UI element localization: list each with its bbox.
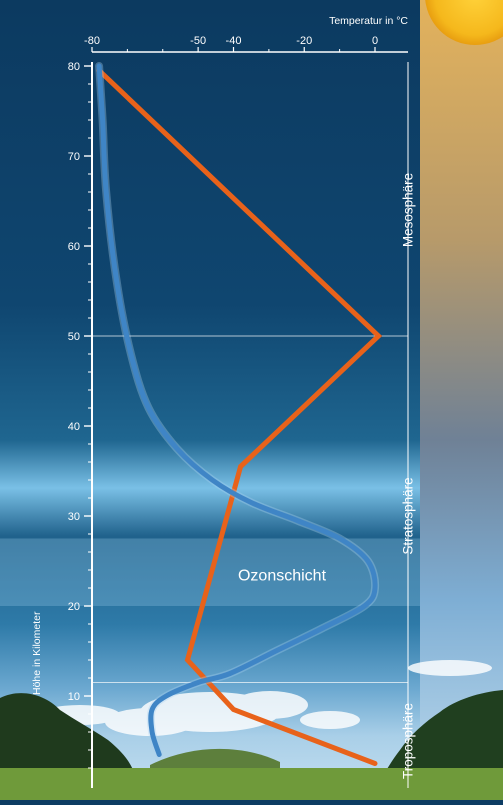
x-tick-label: -40 bbox=[226, 35, 242, 47]
x-tick-label: 0 bbox=[372, 35, 378, 47]
sun bbox=[425, 0, 503, 45]
y-tick-label: 50 bbox=[68, 331, 80, 343]
layer-label-1: Mesosphäre bbox=[401, 173, 416, 247]
treeline-right bbox=[385, 690, 503, 772]
y-tick-label: 30 bbox=[68, 511, 80, 523]
temperature-line bbox=[96, 68, 383, 766]
x-tick-label: -80 bbox=[84, 35, 100, 47]
y-tick-label: 10 bbox=[68, 691, 80, 703]
sun-glow-strip bbox=[420, 0, 503, 800]
y-tick-label: 60 bbox=[68, 241, 80, 253]
y-tick-label: 40 bbox=[68, 421, 80, 433]
y-tick-label: 70 bbox=[68, 151, 80, 163]
ozone-curve bbox=[96, 63, 378, 757]
x-tick-label: -20 bbox=[296, 35, 312, 47]
ozone-layer-label: Ozonschicht bbox=[238, 568, 327, 585]
y-tick-label: 80 bbox=[68, 61, 80, 73]
meadow bbox=[0, 768, 503, 800]
x-axis-title: Temperatur in °C bbox=[329, 15, 408, 27]
layer-label-3: Troposphäre bbox=[401, 703, 416, 779]
x-tick-label: -50 bbox=[190, 35, 206, 47]
layer-label-2: Stratosphäre bbox=[401, 477, 416, 554]
y-tick-label: 20 bbox=[68, 601, 80, 613]
y-axis-title: Höhe in Kilometer bbox=[31, 611, 43, 695]
